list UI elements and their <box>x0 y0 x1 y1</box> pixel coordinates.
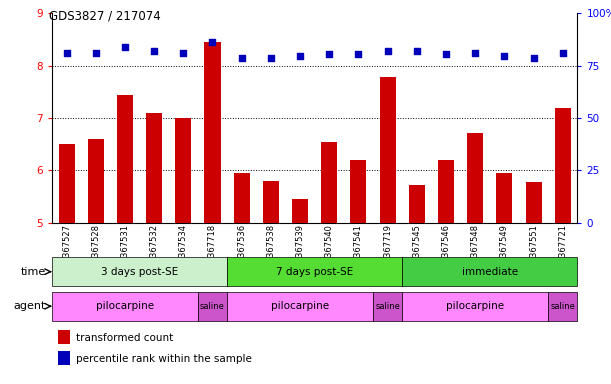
Bar <box>175 118 191 223</box>
Text: saline: saline <box>200 302 225 311</box>
Point <box>237 55 247 61</box>
Bar <box>555 108 571 223</box>
Bar <box>59 144 75 223</box>
Bar <box>402 292 548 321</box>
Bar <box>496 173 513 223</box>
Bar <box>438 160 454 223</box>
Bar <box>379 77 396 223</box>
Bar <box>198 292 227 321</box>
Bar <box>467 133 483 223</box>
Bar <box>117 94 133 223</box>
Bar <box>88 139 104 223</box>
Point <box>208 39 218 45</box>
Point <box>412 48 422 54</box>
Text: transformed count: transformed count <box>76 333 174 343</box>
Text: agent: agent <box>13 301 46 311</box>
Point <box>354 51 364 57</box>
Text: saline: saline <box>551 302 575 311</box>
Bar <box>351 160 367 223</box>
Bar <box>52 257 227 286</box>
Point <box>178 50 188 56</box>
Text: 7 days post-SE: 7 days post-SE <box>276 266 353 277</box>
Text: saline: saline <box>375 302 400 311</box>
Point <box>149 48 159 54</box>
Point <box>91 50 101 56</box>
Text: pilocarpine: pilocarpine <box>96 301 154 311</box>
Point <box>295 53 305 60</box>
Text: GDS3827 / 217074: GDS3827 / 217074 <box>49 10 161 23</box>
Point <box>324 51 334 57</box>
Point <box>529 55 538 61</box>
Bar <box>227 257 402 286</box>
Point <box>120 45 130 51</box>
Bar <box>227 292 373 321</box>
Point <box>441 51 451 57</box>
Bar <box>373 292 402 321</box>
Bar <box>409 185 425 223</box>
Bar <box>525 182 541 223</box>
Bar <box>233 173 250 223</box>
Text: 3 days post-SE: 3 days post-SE <box>101 266 178 277</box>
Bar <box>205 42 221 223</box>
Bar <box>402 257 577 286</box>
Point <box>470 50 480 56</box>
Point <box>558 50 568 56</box>
Point <box>500 53 510 60</box>
Bar <box>292 199 308 223</box>
Bar <box>146 113 162 223</box>
Text: immediate: immediate <box>462 266 518 277</box>
Text: time: time <box>21 266 46 277</box>
Point <box>266 55 276 61</box>
Bar <box>321 142 337 223</box>
Text: percentile rank within the sample: percentile rank within the sample <box>76 354 252 364</box>
Bar <box>52 292 198 321</box>
Text: pilocarpine: pilocarpine <box>271 301 329 311</box>
Bar <box>548 292 577 321</box>
Point <box>382 48 392 54</box>
Point <box>62 50 71 56</box>
Bar <box>263 181 279 223</box>
Text: pilocarpine: pilocarpine <box>446 301 504 311</box>
